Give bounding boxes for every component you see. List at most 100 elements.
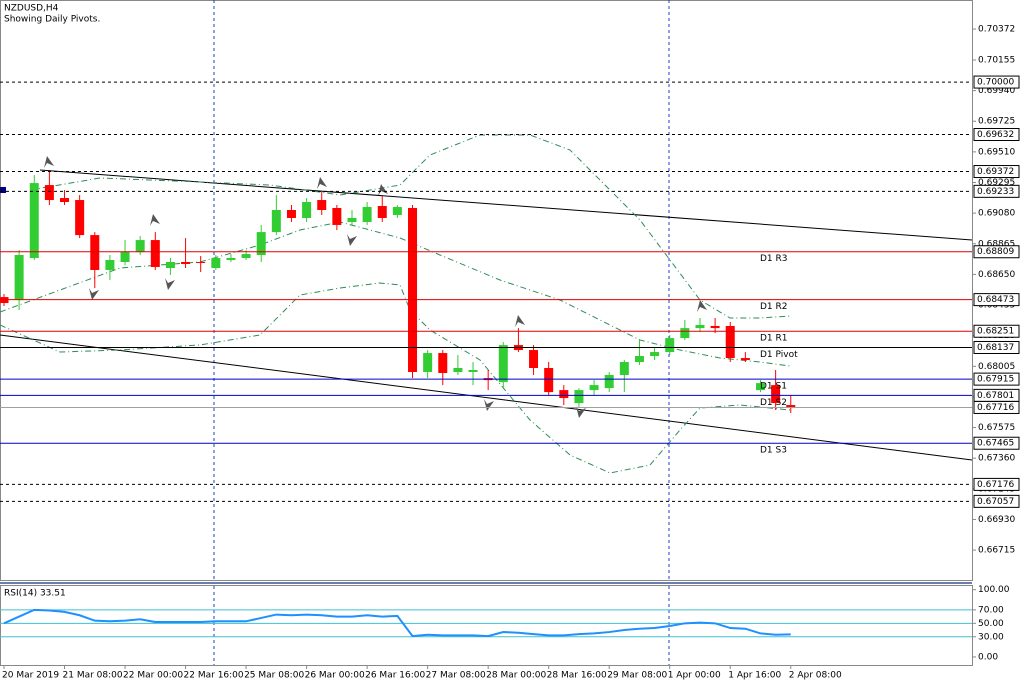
fractal-up: [44, 156, 54, 168]
level-label: 0.68137: [977, 343, 1014, 353]
candle-body: [665, 338, 675, 353]
candle-body: [740, 358, 750, 361]
x-tick-label: 22 Mar 16:00: [184, 671, 244, 681]
level-name: D1 S2: [760, 398, 787, 408]
fractal-up: [515, 315, 525, 327]
candle-body: [756, 383, 765, 391]
y-tick-label: 0.67575: [978, 423, 1015, 433]
candle-body: [786, 405, 796, 409]
x-tick-label: 22 Mar 00:00: [123, 671, 183, 681]
y-tick-label: 0.69080: [978, 209, 1015, 219]
fractal-up: [150, 214, 160, 226]
candle-body: [135, 240, 145, 253]
level-label-box: [973, 340, 1020, 354]
price-marker: [0, 187, 6, 193]
level-label-box: [973, 293, 1020, 307]
candle-body: [695, 324, 705, 329]
candle-body: [650, 352, 660, 357]
symbol-title: NZDUSD,H4: [4, 4, 59, 14]
candle-body: [302, 202, 312, 218]
x-tick-label: 1 Apr 00:00: [668, 671, 721, 681]
fractals: [44, 156, 707, 418]
level-label-box: [973, 400, 1020, 414]
rsi-panel: [0, 585, 973, 666]
fractal-down: [484, 399, 494, 411]
candle-body: [771, 385, 781, 404]
level-label: 0.70000: [977, 78, 1014, 88]
candle-body: [14, 255, 24, 301]
candle-body: [347, 217, 357, 222]
level-label-box: [973, 324, 1020, 338]
candle-body: [619, 362, 629, 375]
y-tick-label: 0.68865: [978, 239, 1015, 249]
candle-body: [226, 258, 236, 261]
candle-body: [634, 356, 644, 363]
candle-body: [44, 185, 54, 201]
trend-line: [39, 169, 973, 241]
level-label-box: [973, 184, 1020, 198]
fractal-up: [378, 184, 388, 196]
fractal-down: [89, 288, 99, 300]
candle-body: [423, 353, 433, 372]
level-label-box: [973, 372, 1020, 386]
candle-body: [211, 258, 221, 268]
candle-body: [120, 252, 130, 263]
x-tick-label: 20 Mar 2019: [2, 671, 59, 681]
x-tick-label: 27 Mar 08:00: [426, 671, 486, 681]
level-label: 0.69233: [977, 187, 1014, 197]
candle-body: [589, 385, 599, 391]
candle-body: [29, 183, 39, 259]
candle-body: [181, 262, 191, 264]
candle-body: [498, 345, 508, 383]
level-name: D1 R2: [760, 302, 788, 312]
level-label: 0.67915: [977, 375, 1014, 385]
y-tick-label: 30.00: [978, 632, 1004, 642]
rsi-line: [3, 608, 791, 638]
level-label-box: [973, 75, 1020, 89]
candle-body: [725, 325, 735, 359]
level-name: D1 Pivot: [760, 350, 798, 360]
y-tick-label: 0.69510: [978, 147, 1015, 157]
x-tick-label: 26 Mar 16:00: [365, 671, 425, 681]
candle-body: [680, 328, 690, 339]
fractal-up: [697, 300, 707, 312]
level-label: 0.67716: [977, 403, 1014, 413]
x-tick-label: 1 Apr 16:00: [728, 671, 781, 681]
x-tick-label: 21 Mar 08:00: [63, 671, 123, 681]
candle-body: [196, 262, 206, 264]
candle-body: [256, 232, 266, 256]
level-name: D1 R3: [760, 254, 788, 264]
y-tick-label: 50.00: [978, 619, 1004, 629]
candle-body: [408, 208, 418, 372]
level-label-box: [973, 494, 1020, 508]
candle-body: [392, 207, 402, 215]
candle-body: [286, 210, 296, 218]
candle-body: [468, 369, 478, 372]
y-tick-label: 0.68650: [978, 270, 1015, 280]
candle-body: [332, 208, 342, 225]
fractal-down: [576, 406, 586, 418]
level-name: D1 S3: [760, 446, 787, 456]
y-tick-label: 0.70155: [978, 55, 1015, 65]
level-name: D1 S1: [760, 382, 787, 392]
y-tick-label: 0.68005: [978, 362, 1015, 372]
level-label-box: [973, 245, 1020, 259]
x-tick-label: 2 Apr 08:00: [789, 671, 842, 681]
subtitle: Showing Daily Pivots.: [4, 15, 100, 25]
candle-body: [317, 200, 327, 211]
candle-body: [604, 374, 614, 389]
candle-body: [362, 207, 372, 222]
level-label: 0.68251: [977, 327, 1014, 337]
candle-body: [90, 235, 100, 270]
rsi-title: RSI(14) 33.51: [4, 589, 66, 599]
main-panel: [0, 0, 973, 581]
level-label: 0.69632: [977, 130, 1014, 140]
y-tick-label: 70.00: [978, 605, 1004, 615]
candle-body: [75, 200, 85, 236]
candle-body: [150, 240, 160, 267]
candle-body: [438, 353, 448, 373]
candle-body: [529, 350, 539, 369]
level-label: 0.68809: [977, 247, 1014, 257]
x-tick-label: 29 Mar 08:00: [607, 671, 667, 681]
